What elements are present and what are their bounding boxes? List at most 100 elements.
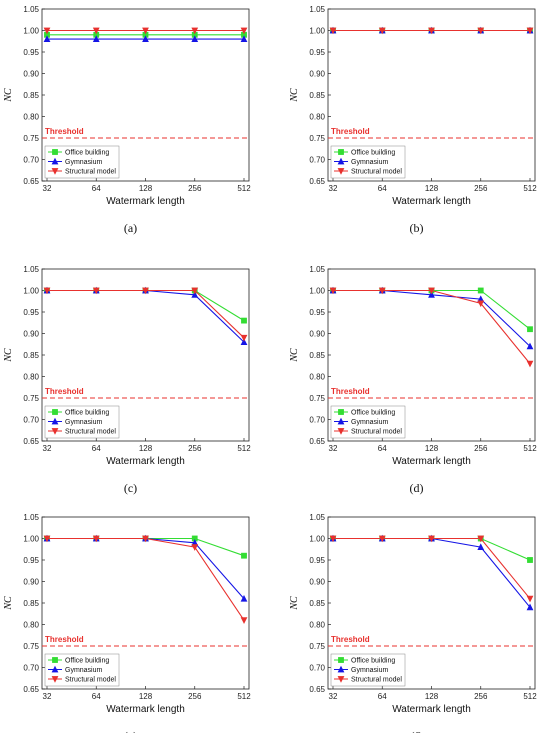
legend-marker [51, 676, 59, 683]
y-tick-label: 0.95 [309, 308, 325, 317]
legend-marker [337, 417, 345, 425]
data-point [526, 342, 534, 350]
x-tick-label: 128 [139, 444, 153, 453]
data-point [43, 27, 51, 35]
threshold-label: Threshold [45, 387, 84, 396]
legend-marker [51, 417, 59, 425]
x-tick-label: 512 [523, 184, 537, 193]
legend-entry: Office building [65, 658, 109, 665]
y-tick-label: 0.85 [309, 599, 325, 608]
data-point [378, 27, 386, 35]
data-point [329, 27, 337, 35]
threshold-label: Threshold [331, 387, 370, 396]
y-axis-title: NC [289, 596, 300, 611]
y-tick-label: 1.00 [23, 535, 39, 544]
x-axis-title: Watermark length [392, 196, 471, 207]
y-tick-label: 0.90 [309, 578, 325, 587]
x-tick-label: 512 [237, 444, 251, 453]
y-axis-title: NC [289, 348, 300, 363]
series-line [47, 289, 245, 322]
data-point [526, 603, 534, 611]
legend-marker [52, 149, 58, 155]
legend-entry: Structural model [65, 429, 116, 436]
panel-caption: (f) [411, 729, 423, 733]
series-line [333, 537, 531, 608]
data-point [92, 35, 100, 43]
y-tick-label: 0.90 [309, 70, 325, 79]
y-tick-label: 0.70 [309, 416, 325, 425]
data-point [142, 27, 149, 35]
y-tick-label: 1.05 [23, 265, 39, 274]
data-point [240, 338, 248, 346]
series-line [333, 289, 531, 364]
chart-panel: 0.65 0.70 0.75 0.80 0.85 0.90 0.95 1.00 1.05 32 64… [289, 265, 537, 495]
x-axis-title: Watermark length [392, 704, 471, 715]
data-point [92, 27, 100, 35]
data-point [191, 35, 199, 43]
x-tick-label: 256 [188, 692, 202, 701]
x-tick-label: 64 [378, 692, 387, 701]
data-point [329, 535, 337, 543]
chart-panel: 0.65 0.70 0.75 0.80 0.85 0.90 0.95 1.00 1.05 32 64… [289, 5, 537, 235]
legend-entry: Structural model [351, 169, 402, 176]
legend-entry: Office building [65, 410, 109, 417]
y-tick-label: 0.70 [23, 156, 39, 165]
legend-marker [51, 665, 59, 673]
y-tick-label: 0.65 [23, 177, 39, 186]
x-tick-label: 128 [425, 692, 439, 701]
x-tick-label: 32 [329, 184, 338, 193]
data-point [428, 535, 435, 543]
y-tick-label: 1.05 [309, 265, 325, 274]
y-tick-label: 0.75 [23, 642, 39, 651]
data-point [191, 287, 199, 295]
y-tick-label: 0.65 [309, 685, 325, 694]
y-axis-title: NC [3, 348, 14, 363]
y-tick-label: 0.65 [23, 685, 39, 694]
y-tick-label: 0.80 [23, 113, 39, 122]
legend-entry: Office building [351, 150, 395, 157]
data-point [43, 35, 51, 43]
y-tick-label: 1.05 [23, 5, 39, 14]
y-tick-label: 0.85 [309, 91, 325, 100]
y-tick-label: 1.05 [23, 513, 39, 522]
chart-panel: 0.65 0.70 0.75 0.80 0.85 0.90 0.95 1.00 1.05 32 64… [3, 5, 251, 235]
x-tick-label: 512 [237, 692, 251, 701]
y-tick-label: 0.65 [309, 437, 325, 446]
data-point [92, 535, 100, 543]
y-tick-label: 0.75 [23, 394, 39, 403]
x-axis-title: Watermark length [392, 456, 471, 467]
legend-marker [337, 665, 345, 673]
legend-entry: Gymnasium [65, 667, 103, 674]
legend-marker [51, 428, 59, 435]
x-tick-label: 128 [139, 184, 153, 193]
panel-caption: (b) [410, 221, 424, 235]
legend-entry: Structural model [351, 429, 402, 436]
legend-marker [337, 676, 345, 683]
y-tick-label: 0.65 [23, 437, 39, 446]
x-axis-title: Watermark length [106, 456, 185, 467]
x-tick-label: 256 [474, 184, 488, 193]
data-point [240, 27, 248, 35]
legend-marker [337, 428, 345, 435]
y-tick-label: 1.00 [309, 535, 325, 544]
y-tick-label: 0.75 [23, 134, 39, 143]
y-tick-label: 0.95 [23, 48, 39, 57]
y-axis-title: NC [3, 88, 14, 103]
panel-caption: (e) [124, 729, 137, 733]
data-point [191, 27, 199, 35]
x-tick-label: 512 [523, 692, 537, 701]
chart-panel: 0.65 0.70 0.75 0.80 0.85 0.90 0.95 1.00 1.05 32 64… [3, 513, 251, 733]
series-line [47, 289, 245, 343]
legend-entry: Office building [351, 658, 395, 665]
legend-entry: Structural model [351, 677, 402, 684]
y-tick-label: 0.75 [309, 394, 325, 403]
y-tick-label: 1.00 [23, 287, 39, 296]
y-tick-label: 0.85 [309, 351, 325, 360]
x-tick-label: 32 [43, 184, 52, 193]
panel-caption: (a) [124, 221, 137, 235]
threshold-label: Threshold [45, 127, 84, 136]
y-tick-label: 0.75 [309, 642, 325, 651]
legend-entry: Gymnasium [351, 159, 389, 166]
y-tick-label: 0.70 [309, 156, 325, 165]
data-point [477, 287, 484, 294]
